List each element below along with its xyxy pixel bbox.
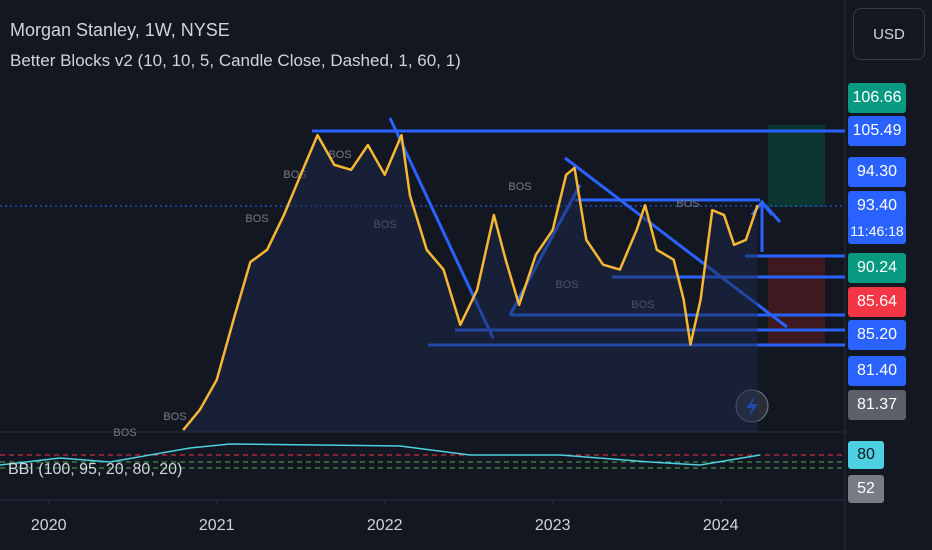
price-label: 94.30 xyxy=(848,157,906,187)
target-zone xyxy=(768,125,825,207)
lower-indicator: BBI (100, 95, 20, 80, 20) xyxy=(8,461,182,478)
indicator-label: 80 xyxy=(848,441,884,469)
price-label: 106.66 xyxy=(848,83,906,113)
price-label: 105.49 xyxy=(848,116,906,146)
x-tick-label: 2023 xyxy=(535,517,571,534)
price-area xyxy=(183,135,758,432)
bos-label: BOS xyxy=(163,411,186,423)
bos-label: BOS xyxy=(508,181,531,193)
currency-button[interactable]: USD xyxy=(853,8,925,60)
symbol-title: Morgan Stanley, 1W, NYSE xyxy=(10,20,230,40)
price-label: 85.20 xyxy=(848,320,906,350)
price-label: 90.24 xyxy=(848,253,906,283)
bbi-line xyxy=(0,443,761,466)
x-tick-label: 2021 xyxy=(199,517,235,534)
bos-label: BOS xyxy=(113,427,136,439)
x-tick-label: 2020 xyxy=(31,517,67,534)
x-tick-label: 2024 xyxy=(703,517,739,534)
price-line xyxy=(182,133,759,431)
x-tick-label: 2022 xyxy=(367,517,403,534)
bos-label: BOS xyxy=(676,198,699,210)
indicator-label: 52 xyxy=(848,475,884,503)
price-label: 11:46:18 xyxy=(848,218,906,244)
price-label: 85.64 xyxy=(848,287,906,317)
bos-label: BOS xyxy=(328,149,351,161)
price-label: 81.40 xyxy=(848,356,906,386)
price-label: 81.37 xyxy=(848,390,906,420)
bos-label: BOS xyxy=(245,213,268,225)
indicator-title: Better Blocks v2 (10, 10, 5, Candle Clos… xyxy=(10,51,461,70)
legend: Morgan Stanley, 1W, NYSE Better Blocks v… xyxy=(10,20,461,71)
price-label: 93.40 xyxy=(848,191,906,221)
